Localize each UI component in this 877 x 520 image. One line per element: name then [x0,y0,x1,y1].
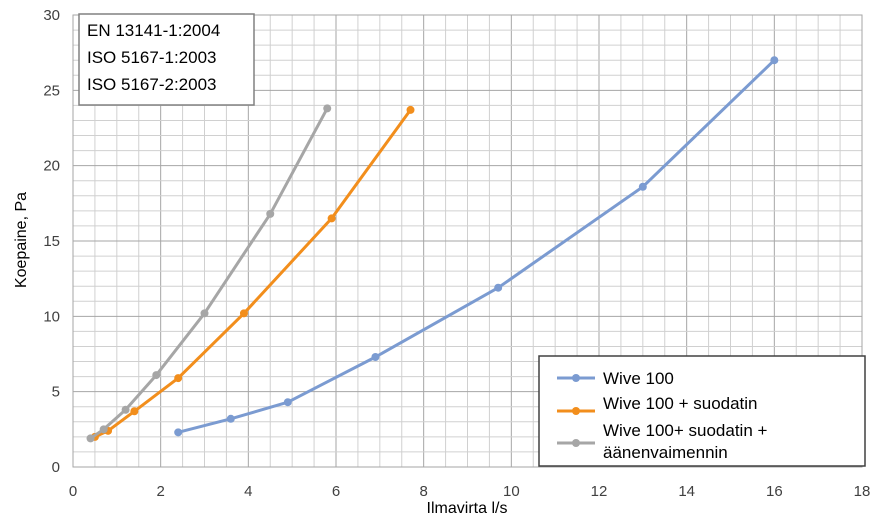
x-tick-label: 14 [678,483,695,500]
x-tick-label: 0 [69,483,77,500]
legend-label: Wive 100 + suodatin [603,394,758,413]
data-point [226,414,235,423]
legend-item-wive-100-suodatin-aanenvaimennin: Wive 100+ suodatin + äänenvaimennin [557,421,768,462]
data-point [406,105,415,114]
standard-label: EN 13141-1:2004 [87,21,220,40]
data-point [200,309,209,318]
data-point [638,182,647,191]
x-tick-label: 8 [419,483,427,500]
y-tick-label: 20 [43,158,60,175]
legend-label: äänenvaimennin [603,443,728,462]
y-tick-label: 0 [52,459,60,476]
series-layer [86,56,779,443]
series-2 [86,104,332,443]
standard-label: ISO 5167-1:2003 [87,48,216,67]
y-tick-label: 10 [43,308,60,325]
x-tick-label: 4 [244,483,252,500]
data-point [770,56,779,65]
legend-marker [572,374,580,382]
series-0 [174,56,779,437]
legend-label: Wive 100+ suodatin + [603,421,768,440]
x-tick-label: 2 [156,483,164,500]
legend-marker [572,407,580,415]
x-axis-title: Ilmavirta l/s [427,500,508,517]
data-point [174,374,183,383]
axes: 0 2 4 6 8 10 12 14 16 18 0 5 10 15 20 25 30 [43,7,870,500]
x-tick-label: 6 [332,483,340,500]
data-point [152,371,161,380]
y-tick-label: 25 [43,82,60,99]
x-tick-label: 16 [766,483,783,500]
data-point [121,405,130,414]
y-axis-title: Koepaine, Pa [13,192,30,288]
series-line [94,109,412,439]
data-point [371,353,380,362]
y-tick-label: 30 [43,7,60,24]
y-tick-label: 5 [52,384,60,401]
y-tick-label: 15 [43,233,60,250]
x-tick-label: 12 [591,483,608,500]
x-tick-label: 18 [854,483,871,500]
data-point [266,209,275,218]
data-point [130,407,139,416]
data-point [283,398,292,407]
x-tick-label: 10 [503,483,520,500]
legend: Wive 100 Wive 100 + suodatin Wive 100+ s… [538,355,866,467]
data-point [174,428,183,437]
legend-label: Wive 100 [603,369,674,388]
data-point [239,309,248,318]
data-point [86,434,95,443]
legend-item-wive-100-suodatin: Wive 100 + suodatin [557,394,758,415]
legend-item-wive-100: Wive 100 [557,369,674,388]
standards-box: EN 13141-1:2004 ISO 5167-1:2003 ISO 5167… [78,13,255,106]
data-point [494,283,503,292]
data-point [327,214,336,223]
legend-marker [572,439,580,447]
data-point [99,425,108,434]
standard-label: ISO 5167-2:2003 [87,75,216,94]
data-point [323,104,332,113]
series-1 [90,105,415,441]
plot-area-border [72,14,863,468]
